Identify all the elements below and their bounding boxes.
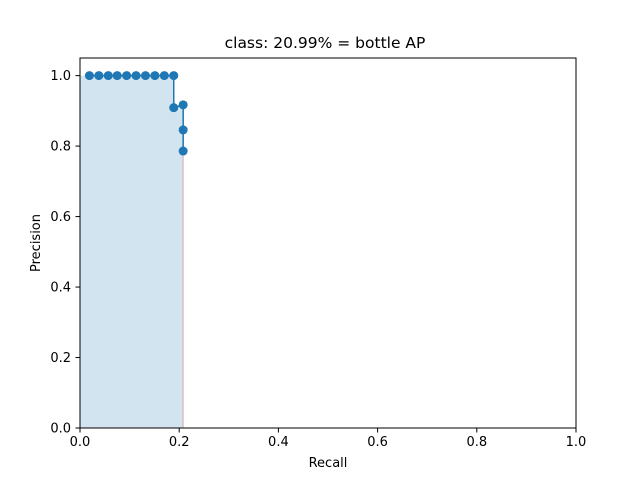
data-point — [94, 71, 104, 81]
x-axis-label: Recall — [309, 456, 348, 471]
data-point — [150, 71, 160, 81]
y-tick-label: 1.0 — [50, 69, 71, 84]
x-tick-label: 0.0 — [70, 435, 91, 450]
y-tick-label: 0.2 — [50, 351, 71, 366]
data-point — [178, 125, 188, 135]
x-tick-label: 0.8 — [466, 435, 487, 450]
data-point — [169, 71, 179, 81]
data-point — [131, 71, 141, 81]
data-point — [178, 146, 188, 156]
y-axis-label: Precision — [29, 214, 44, 272]
area-fill — [80, 75, 184, 428]
data-point — [103, 71, 113, 81]
x-tick-label: 0.4 — [268, 435, 289, 450]
axes-frame — [79, 57, 577, 429]
data-point — [112, 71, 122, 81]
chart-title: class: 20.99% = bottle AP — [225, 34, 426, 52]
data-point — [84, 71, 94, 81]
y-tick-label: 0.8 — [50, 140, 71, 155]
data-point — [178, 100, 188, 110]
data-point — [140, 71, 150, 81]
y-tick-label: 0.6 — [50, 210, 71, 225]
x-tick-label: 0.6 — [367, 435, 388, 450]
data-point — [169, 103, 179, 113]
y-tick-label: 0.4 — [50, 281, 71, 296]
x-tick-label: 0.2 — [169, 435, 190, 450]
x-tick-label: 1.0 — [566, 435, 587, 450]
series-group — [84, 71, 188, 156]
data-point — [122, 71, 132, 81]
data-point — [159, 71, 169, 81]
plot-area — [80, 71, 188, 428]
y-tick-label: 0.0 — [50, 422, 71, 437]
y-axis: 0.0 0.2 0.4 0.6 0.8 1.0 — [50, 69, 80, 437]
x-axis: 0.0 0.2 0.4 0.6 0.8 1.0 — [70, 428, 587, 450]
